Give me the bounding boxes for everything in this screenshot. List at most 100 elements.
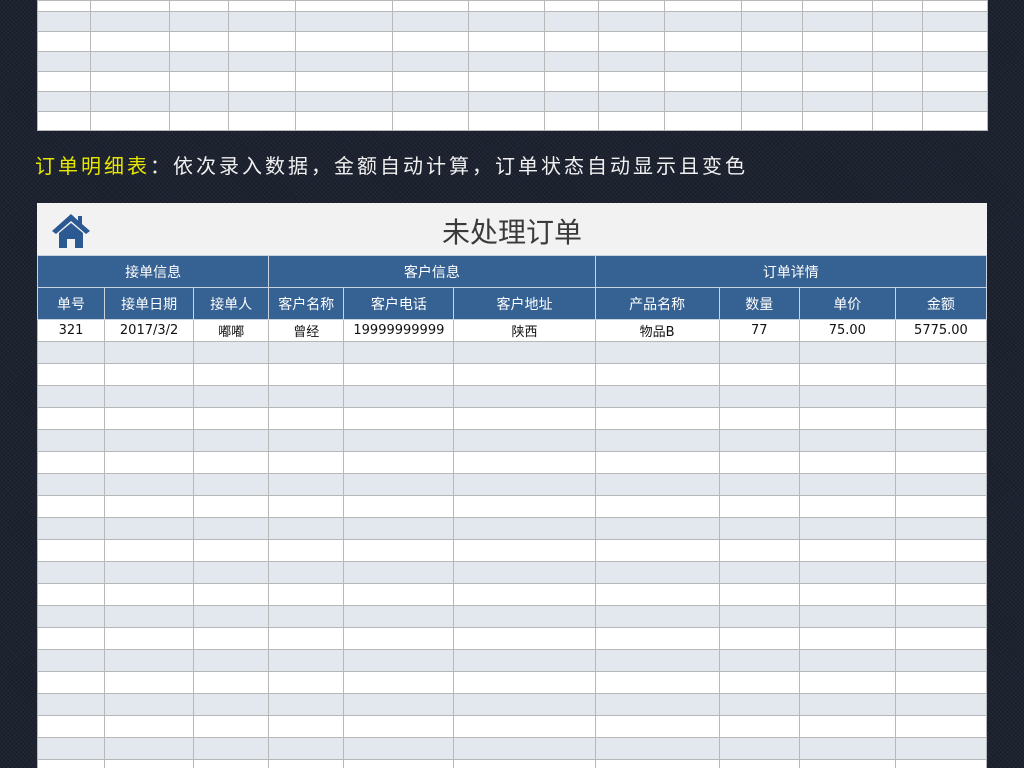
cell[interactable] (453, 517, 596, 540)
cell[interactable] (594, 341, 720, 364)
cell[interactable]: 陕西 (453, 319, 596, 342)
cell[interactable] (594, 473, 720, 496)
cell[interactable] (468, 0, 545, 12)
cell[interactable] (343, 649, 455, 672)
cell[interactable] (104, 759, 195, 768)
cell[interactable] (193, 737, 270, 760)
cell[interactable] (922, 91, 988, 112)
cell[interactable] (228, 11, 296, 32)
cell[interactable] (37, 737, 106, 760)
cell[interactable] (392, 11, 469, 32)
cell[interactable]: 曾经 (268, 319, 345, 342)
cell[interactable] (37, 495, 106, 518)
cell[interactable] (343, 759, 455, 768)
cell[interactable] (37, 363, 106, 386)
cell[interactable] (193, 495, 270, 518)
cell[interactable] (741, 31, 803, 52)
cell[interactable] (894, 561, 987, 584)
cell[interactable] (741, 71, 803, 92)
cell[interactable] (228, 71, 296, 92)
cell[interactable] (718, 539, 800, 562)
cell[interactable] (453, 473, 596, 496)
cell[interactable] (343, 363, 455, 386)
cell[interactable] (268, 737, 345, 760)
cell[interactable] (169, 91, 229, 112)
cell[interactable] (718, 429, 800, 452)
cell[interactable] (104, 561, 195, 584)
cell[interactable] (90, 91, 170, 112)
cell[interactable] (453, 671, 596, 694)
cell[interactable] (193, 627, 270, 650)
cell[interactable] (798, 451, 896, 474)
cell[interactable] (718, 715, 800, 738)
cell[interactable] (104, 429, 195, 452)
home-icon[interactable] (51, 212, 91, 250)
cell[interactable] (741, 0, 803, 12)
cell[interactable] (798, 407, 896, 430)
cell[interactable] (741, 51, 803, 72)
cell[interactable] (922, 111, 988, 131)
cell[interactable] (894, 341, 987, 364)
cell[interactable] (594, 693, 720, 716)
cell[interactable] (104, 495, 195, 518)
cell[interactable] (268, 517, 345, 540)
cell[interactable] (343, 429, 455, 452)
cell[interactable] (798, 539, 896, 562)
cell[interactable] (718, 407, 800, 430)
cell[interactable] (343, 473, 455, 496)
cell[interactable] (193, 561, 270, 584)
cell[interactable] (798, 495, 896, 518)
cell[interactable] (104, 473, 195, 496)
cell[interactable] (544, 91, 599, 112)
cell[interactable] (664, 31, 742, 52)
cell[interactable] (37, 649, 106, 672)
cell[interactable] (718, 649, 800, 672)
cell[interactable] (295, 51, 393, 72)
cell[interactable] (598, 11, 665, 32)
cell[interactable] (343, 715, 455, 738)
cell[interactable] (544, 11, 599, 32)
cell[interactable]: 77 (718, 319, 800, 342)
cell[interactable] (268, 495, 345, 518)
cell[interactable] (104, 583, 195, 606)
cell[interactable] (894, 495, 987, 518)
cell[interactable] (343, 583, 455, 606)
cell[interactable] (453, 385, 596, 408)
cell[interactable] (193, 451, 270, 474)
cell[interactable] (544, 71, 599, 92)
cell[interactable] (718, 671, 800, 694)
cell[interactable] (37, 693, 106, 716)
cell[interactable] (594, 627, 720, 650)
cell[interactable] (268, 363, 345, 386)
cell[interactable] (37, 627, 106, 650)
cell[interactable] (37, 31, 91, 52)
cell[interactable] (392, 31, 469, 52)
cell[interactable] (798, 671, 896, 694)
cell[interactable] (104, 671, 195, 694)
cell[interactable] (594, 429, 720, 452)
cell[interactable] (37, 0, 91, 12)
cell[interactable] (922, 51, 988, 72)
cell[interactable] (343, 407, 455, 430)
cell[interactable] (193, 385, 270, 408)
cell[interactable] (104, 737, 195, 760)
cell[interactable] (802, 31, 873, 52)
cell[interactable] (894, 385, 987, 408)
cell[interactable]: 5775.00 (894, 319, 987, 342)
cell[interactable] (268, 759, 345, 768)
cell[interactable] (872, 31, 923, 52)
cell[interactable] (594, 495, 720, 518)
cell[interactable] (798, 627, 896, 650)
cell[interactable] (594, 583, 720, 606)
cell[interactable] (598, 51, 665, 72)
cell[interactable] (37, 341, 106, 364)
cell[interactable] (718, 341, 800, 364)
cell[interactable] (894, 539, 987, 562)
cell[interactable] (268, 451, 345, 474)
cell[interactable] (872, 51, 923, 72)
cell[interactable] (343, 671, 455, 694)
cell[interactable] (169, 71, 229, 92)
cell[interactable] (104, 341, 195, 364)
cell[interactable] (228, 51, 296, 72)
column-header[interactable]: 客户地址 (453, 287, 596, 320)
